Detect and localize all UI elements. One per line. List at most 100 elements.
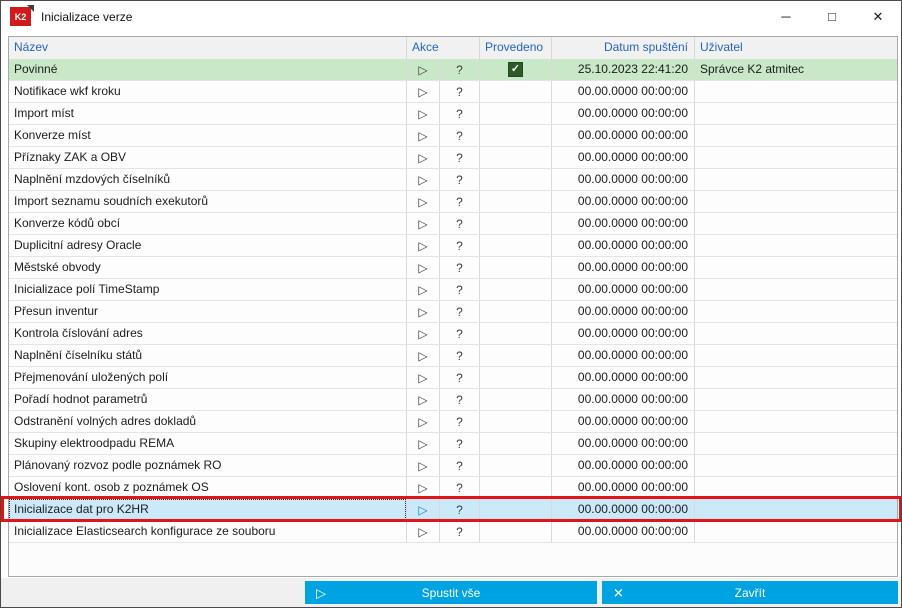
table-row[interactable]: Import seznamu soudních exekutorů ▷ ? ✓ … xyxy=(9,191,897,213)
help-action-button[interactable]: ? xyxy=(439,389,479,410)
table-row[interactable]: Inicializace Elasticsearch konfigurace z… xyxy=(9,521,897,543)
help-action-button[interactable]: ? xyxy=(439,59,479,80)
run-action-button[interactable]: ▷ xyxy=(406,345,439,366)
column-header-name[interactable]: Název xyxy=(14,40,49,54)
help-action-button[interactable]: ? xyxy=(439,411,479,432)
user-cell xyxy=(694,521,897,542)
run-action-button[interactable]: ▷ xyxy=(406,521,439,542)
help-action-button[interactable]: ? xyxy=(439,191,479,212)
user-cell xyxy=(694,191,897,212)
help-action-button[interactable]: ? xyxy=(439,279,479,300)
table-row[interactable]: Příznaky ZAK a OBV ▷ ? ✓ 00.00.0000 00:0… xyxy=(9,147,897,169)
run-action-button[interactable]: ▷ xyxy=(406,389,439,410)
row-name: Oslovení kont. osob z poznámek OS xyxy=(14,480,209,494)
user-cell xyxy=(694,499,897,520)
title-bar: K2 Inicializace verze ─ □ ✕ xyxy=(1,1,901,32)
table-row[interactable]: Povinné ▷ ? ✓ 25.10.2023 22:41:20 Správc… xyxy=(9,59,897,81)
column-header-user[interactable]: Uživatel xyxy=(694,37,897,59)
run-action-button[interactable]: ▷ xyxy=(406,59,439,80)
run-action-button[interactable]: ▷ xyxy=(406,367,439,388)
close-icon: ✕ xyxy=(872,9,884,24)
help-action-button[interactable]: ? xyxy=(439,499,479,520)
run-action-button[interactable]: ▷ xyxy=(406,477,439,498)
help-action-button[interactable]: ? xyxy=(439,323,479,344)
play-icon: ▷ xyxy=(418,414,428,429)
run-action-button[interactable]: ▷ xyxy=(406,411,439,432)
run-action-button[interactable]: ▷ xyxy=(406,191,439,212)
play-icon: ▷ xyxy=(418,260,428,275)
table-row[interactable]: Konverze míst ▷ ? ✓ 00.00.0000 00:00:00 xyxy=(9,125,897,147)
table-row[interactable]: Konverze kódů obcí ▷ ? ✓ 00.00.0000 00:0… xyxy=(9,213,897,235)
column-header-action[interactable]: Akce xyxy=(406,37,479,59)
table-row[interactable]: Kontrola číslování adres ▷ ? ✓ 00.00.000… xyxy=(9,323,897,345)
table-row[interactable]: Inicializace polí TimeStamp ▷ ? ✓ 00.00.… xyxy=(9,279,897,301)
run-date-cell: 00.00.0000 00:00:00 xyxy=(551,169,694,190)
help-action-button[interactable]: ? xyxy=(439,169,479,190)
table-row[interactable]: Notifikace wkf kroku ▷ ? ✓ 00.00.0000 00… xyxy=(9,81,897,103)
help-action-button[interactable]: ? xyxy=(439,147,479,168)
user-cell xyxy=(694,213,897,234)
run-action-button[interactable]: ▷ xyxy=(406,103,439,124)
play-icon: ▷ xyxy=(316,585,326,600)
maximize-button[interactable]: □ xyxy=(809,1,855,32)
run-date-cell: 00.00.0000 00:00:00 xyxy=(551,279,694,300)
help-action-button[interactable]: ? xyxy=(439,521,479,542)
question-icon: ? xyxy=(456,480,463,495)
executed-cell: ✓ xyxy=(479,323,551,344)
executed-cell: ✓ xyxy=(479,411,551,432)
table-row[interactable]: Naplnění číselníku států ▷ ? ✓ 00.00.000… xyxy=(9,345,897,367)
run-action-button[interactable]: ▷ xyxy=(406,323,439,344)
help-action-button[interactable]: ? xyxy=(439,103,479,124)
table-row[interactable]: Plánovaný rozvoz podle poznámek RO ▷ ? ✓… xyxy=(9,455,897,477)
question-icon: ? xyxy=(456,172,463,187)
table-row[interactable]: Inicializace dat pro K2HR ▷ ? ✓ 00.00.00… xyxy=(1,496,901,522)
close-button[interactable]: ✕ xyxy=(855,1,901,32)
help-action-button[interactable]: ? xyxy=(439,81,479,102)
k2-app-icon: K2 xyxy=(10,5,34,26)
minimize-button[interactable]: ─ xyxy=(763,1,809,32)
run-action-button[interactable]: ▷ xyxy=(406,257,439,278)
help-action-button[interactable]: ? xyxy=(439,125,479,146)
executed-cell: ✓ xyxy=(479,213,551,234)
table-row[interactable]: Naplnění mzdových číselníků ▷ ? ✓ 00.00.… xyxy=(9,169,897,191)
help-action-button[interactable]: ? xyxy=(439,235,479,256)
help-action-button[interactable]: ? xyxy=(439,455,479,476)
run-action-button[interactable]: ▷ xyxy=(406,455,439,476)
executed-checkbox: ✓ xyxy=(508,62,523,77)
run-action-button[interactable]: ▷ xyxy=(406,433,439,454)
help-action-button[interactable]: ? xyxy=(439,301,479,322)
help-action-button[interactable]: ? xyxy=(439,477,479,498)
help-action-button[interactable]: ? xyxy=(439,213,479,234)
table-row[interactable]: Přesun inventur ▷ ? ✓ 00.00.0000 00:00:0… xyxy=(9,301,897,323)
column-header-executed[interactable]: Provedeno xyxy=(479,37,551,59)
table-row[interactable]: Duplicitní adresy Oracle ▷ ? ✓ 00.00.000… xyxy=(9,235,897,257)
help-action-button[interactable]: ? xyxy=(439,345,479,366)
run-action-button[interactable]: ▷ xyxy=(406,147,439,168)
run-action-button[interactable]: ▷ xyxy=(406,279,439,300)
run-action-button[interactable]: ▷ xyxy=(406,169,439,190)
run-action-button[interactable]: ▷ xyxy=(406,499,439,520)
executed-cell: ✓ xyxy=(479,367,551,388)
run-action-button[interactable]: ▷ xyxy=(406,213,439,234)
table-row[interactable]: Přejmenování uložených polí ▷ ? ✓ 00.00.… xyxy=(9,367,897,389)
run-action-button[interactable]: ▷ xyxy=(406,301,439,322)
initialization-table: Název Akce Provedeno Datum spuštění Uživ… xyxy=(1,36,901,577)
question-icon: ? xyxy=(456,370,463,385)
table-row[interactable]: Skupiny elektroodpadu REMA ▷ ? ✓ 00.00.0… xyxy=(9,433,897,455)
column-header-run-date[interactable]: Datum spuštění xyxy=(551,37,694,59)
user-cell xyxy=(694,279,897,300)
help-action-button[interactable]: ? xyxy=(439,367,479,388)
table-row[interactable]: Import míst ▷ ? ✓ 00.00.0000 00:00:00 xyxy=(9,103,897,125)
help-action-button[interactable]: ? xyxy=(439,433,479,454)
run-date-cell: 00.00.0000 00:00:00 xyxy=(551,499,694,520)
help-action-button[interactable]: ? xyxy=(439,257,479,278)
run-action-button[interactable]: ▷ xyxy=(406,125,439,146)
run-all-button[interactable]: ▷ Spustit vše xyxy=(305,581,597,604)
table-row[interactable]: Městské obvody ▷ ? ✓ 00.00.0000 00:00:00 xyxy=(9,257,897,279)
run-action-button[interactable]: ▷ xyxy=(406,235,439,256)
table-row[interactable]: Odstranění volných adres dokladů ▷ ? ✓ 0… xyxy=(9,411,897,433)
run-action-button[interactable]: ▷ xyxy=(406,81,439,102)
table-row[interactable]: Oslovení kont. osob z poznámek OS ▷ ? ✓ … xyxy=(9,477,897,499)
close-dialog-button[interactable]: ✕ Zavřít xyxy=(602,581,898,604)
table-row[interactable]: Pořadí hodnot parametrů ▷ ? ✓ 00.00.0000… xyxy=(9,389,897,411)
